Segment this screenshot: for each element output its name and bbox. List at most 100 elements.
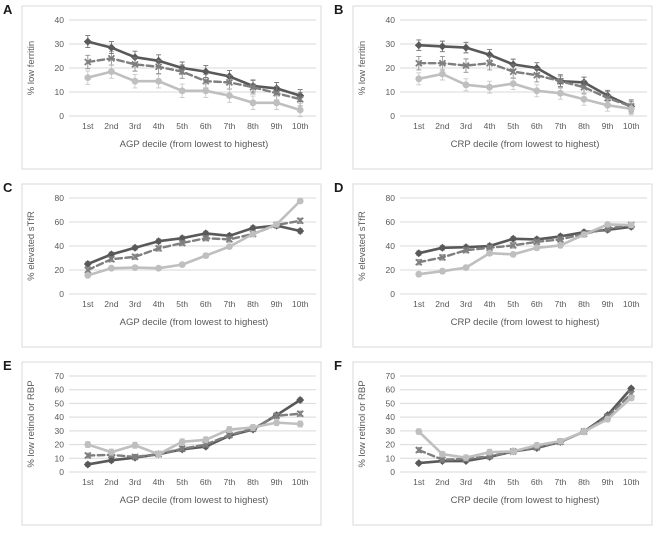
svg-text:7th: 7th (223, 477, 235, 487)
chart-b-low-ferritin-crp: 0 10 20 30 40 1st 2nd 3rd 4th 5th 6th 7th 8th 9th 10th… (352, 5, 653, 170)
svg-text:20: 20 (55, 440, 65, 450)
svg-text:10th: 10th (623, 121, 640, 131)
panel-f: F 0 10 20 30 40 50 60 70 1st 2nd 3rd 4th 5th 6th 7th 8t… (331, 356, 662, 534)
svg-text:AGP decile (from lowest to hig: AGP decile (from lowest to highest) (120, 139, 269, 150)
svg-text:6th: 6th (531, 121, 543, 131)
svg-text:10th: 10th (623, 299, 640, 309)
svg-text:4th: 4th (153, 121, 165, 131)
svg-text:8th: 8th (247, 477, 259, 487)
svg-text:4th: 4th (484, 121, 496, 131)
svg-text:4th: 4th (484, 477, 496, 487)
chart-f-low-retinol-rbp-crp: 0 10 20 30 40 50 60 70 1st 2nd 3rd 4th 5th 6th 7th 8th 9… (352, 361, 653, 526)
svg-text:10th: 10th (292, 121, 309, 131)
svg-text:6th: 6th (531, 299, 543, 309)
svg-text:40: 40 (55, 412, 65, 422)
svg-text:AGP decile (from lowest to hig: AGP decile (from lowest to highest) (120, 317, 269, 328)
chart-e-low-retinol-rbp-agp: 0 10 20 30 40 50 60 70 1st 2nd 3rd 4th 5th 6th 7th 8th 9… (21, 361, 322, 526)
svg-text:40: 40 (55, 241, 65, 251)
svg-text:3rd: 3rd (129, 477, 142, 487)
svg-text:2nd: 2nd (104, 477, 118, 487)
svg-text:8th: 8th (578, 477, 590, 487)
svg-text:10: 10 (386, 453, 396, 463)
svg-text:40: 40 (386, 15, 396, 25)
panel-letter-d: D (334, 180, 344, 195)
svg-text:0: 0 (59, 289, 64, 299)
svg-text:0: 0 (390, 111, 395, 121)
svg-text:50: 50 (55, 398, 65, 408)
panel-b: B 0 10 20 30 40 1st 2nd 3rd 4th 5th 6th 7th 8th 9th 10… (331, 0, 662, 178)
svg-text:60: 60 (386, 217, 396, 227)
svg-text:0: 0 (390, 289, 395, 299)
chart-a-low-ferritin-agp: 0 10 20 30 40 1st 2nd 3rd 4th 5th 6th 7th 8th 9th 10th… (21, 5, 322, 170)
svg-text:80: 80 (386, 193, 396, 203)
svg-text:3rd: 3rd (129, 299, 142, 309)
svg-text:CRP decile (from lowest to hig: CRP decile (from lowest to highest) (451, 495, 600, 506)
svg-text:% low retinol or RBP: % low retinol or RBP (26, 380, 37, 467)
svg-text:8th: 8th (247, 299, 259, 309)
svg-text:10th: 10th (292, 477, 309, 487)
svg-text:3rd: 3rd (460, 121, 473, 131)
svg-text:4th: 4th (153, 299, 165, 309)
svg-text:9th: 9th (602, 299, 614, 309)
svg-text:3rd: 3rd (460, 477, 473, 487)
svg-text:9th: 9th (271, 121, 283, 131)
svg-text:70: 70 (386, 371, 396, 381)
svg-text:% elevated sTfR: % elevated sTfR (26, 211, 37, 281)
svg-text:3rd: 3rd (460, 299, 473, 309)
svg-text:40: 40 (55, 15, 65, 25)
svg-text:AGP decile (from lowest to hig: AGP decile (from lowest to highest) (120, 495, 269, 506)
svg-text:30: 30 (55, 39, 65, 49)
svg-text:1st: 1st (82, 477, 94, 487)
svg-text:30: 30 (386, 426, 396, 436)
svg-text:5th: 5th (507, 299, 519, 309)
svg-text:10: 10 (55, 87, 65, 97)
panel-d: D 0 20 40 60 80 1st 2nd 3rd 4th 5th 6th 7th 8th 9th 10… (331, 178, 662, 356)
svg-text:1st: 1st (82, 299, 94, 309)
svg-text:6th: 6th (200, 477, 212, 487)
svg-text:3rd: 3rd (129, 121, 142, 131)
svg-text:5th: 5th (507, 121, 519, 131)
svg-text:9th: 9th (271, 477, 283, 487)
svg-text:80: 80 (55, 193, 65, 203)
svg-text:20: 20 (386, 265, 396, 275)
panel-letter-a: A (3, 2, 13, 17)
svg-text:8th: 8th (247, 121, 259, 131)
svg-text:7th: 7th (554, 299, 566, 309)
svg-text:2nd: 2nd (104, 299, 118, 309)
svg-text:CRP decile (from lowest to hig: CRP decile (from lowest to highest) (451, 139, 600, 150)
panel-letter-c: C (3, 180, 13, 195)
svg-text:20: 20 (55, 63, 65, 73)
svg-text:1st: 1st (413, 299, 425, 309)
svg-text:2nd: 2nd (104, 121, 118, 131)
svg-text:2nd: 2nd (435, 299, 449, 309)
svg-text:5th: 5th (507, 477, 519, 487)
svg-text:% low ferritin: % low ferritin (26, 41, 37, 95)
svg-text:0: 0 (59, 467, 64, 477)
svg-text:7th: 7th (223, 299, 235, 309)
svg-text:4th: 4th (484, 299, 496, 309)
svg-text:8th: 8th (578, 121, 590, 131)
svg-text:5th: 5th (176, 477, 188, 487)
svg-text:60: 60 (55, 217, 65, 227)
svg-text:20: 20 (386, 63, 396, 73)
chart-d-elevated-stfr-crp: 0 20 40 60 80 1st 2nd 3rd 4th 5th 6th 7th 8th 9th 10th… (352, 183, 653, 348)
chart-c-elevated-stfr-agp: 0 20 40 60 80 1st 2nd 3rd 4th 5th 6th 7th 8th 9th 10th… (21, 183, 322, 348)
svg-text:5th: 5th (176, 121, 188, 131)
svg-text:% low retinol or RBP: % low retinol or RBP (357, 380, 368, 467)
svg-text:4th: 4th (153, 477, 165, 487)
svg-text:10: 10 (55, 453, 65, 463)
svg-text:20: 20 (55, 265, 65, 275)
svg-text:70: 70 (55, 371, 65, 381)
svg-text:1st: 1st (413, 477, 425, 487)
svg-text:50: 50 (386, 398, 396, 408)
svg-text:7th: 7th (554, 121, 566, 131)
svg-text:10th: 10th (292, 299, 309, 309)
svg-text:9th: 9th (602, 477, 614, 487)
svg-text:40: 40 (386, 412, 396, 422)
svg-text:1st: 1st (82, 121, 94, 131)
svg-text:6th: 6th (200, 121, 212, 131)
svg-text:5th: 5th (176, 299, 188, 309)
svg-text:9th: 9th (602, 121, 614, 131)
svg-text:% low ferritin: % low ferritin (357, 41, 368, 95)
